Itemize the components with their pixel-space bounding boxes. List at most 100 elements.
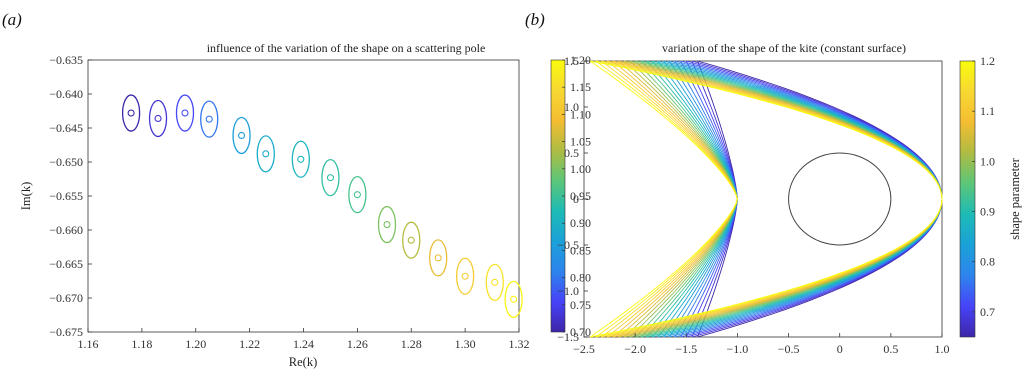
- scattering-pole-2: [154, 114, 162, 123]
- chart-b-colorbar-tick-label: 1.1: [980, 104, 995, 118]
- chart-b-y-tick-label: −1.5: [557, 330, 579, 344]
- kite-inner-curve-19: [595, 60, 738, 338]
- chart-b-colorbar: 1.2 1.1 1.0 0.9 0.8 0.7 shape parameter: [959, 54, 1022, 338]
- chart-b-x-tick-label: −2.5: [573, 342, 595, 356]
- reference-circle: [788, 152, 892, 246]
- kite-inner-curve-16: [612, 60, 738, 338]
- chart-b-kite-curves: [589, 60, 943, 338]
- chart-a-y-tick-label: −0.650: [49, 155, 83, 169]
- chart-a-colorbar-tick-label: 0.75: [570, 298, 591, 312]
- scattering-pole-5: [237, 131, 246, 140]
- kite-inner-curve-8: [657, 60, 738, 338]
- chart-b-x-tick-label: 0: [837, 342, 843, 356]
- pole-region-1: [121, 94, 141, 132]
- chart-a-xlabel: Re(k): [289, 355, 317, 369]
- chart-b: variation of the shape of the kite (cons…: [557, 41, 1022, 356]
- chart-b-x-tick-label: 1.0: [935, 342, 950, 356]
- chart-a-y-tick-label: −0.675: [49, 325, 83, 339]
- chart-a-y-tick-label: −0.655: [49, 189, 83, 203]
- chart-b-colorbar-tick-label: 0.9: [980, 205, 995, 219]
- pole-region-11: [402, 221, 421, 259]
- scattering-pole-14: [491, 278, 499, 286]
- chart-b-colorbar-scale: [959, 60, 976, 338]
- chart-a-y-tick-label: −0.665: [49, 257, 83, 271]
- chart-b-colorbar-tick-label: 0.7: [980, 305, 995, 319]
- pole-region-6: [256, 135, 275, 173]
- kite-inner-curve-3: [685, 60, 738, 338]
- chart-a-y-tick-label: −0.660: [49, 223, 83, 237]
- chart-b-colorbar-tick-label: 1.0: [980, 154, 995, 168]
- chart-a-y-tick-label: −0.635: [49, 53, 83, 67]
- chart-a-poles: [121, 94, 523, 319]
- pole-region-13: [455, 257, 475, 295]
- scattering-pole-8: [326, 174, 334, 182]
- chart-a-y-tick-label: −0.640: [49, 87, 83, 101]
- pole-region-3: [175, 94, 195, 132]
- chart-b-plot-area: [583, 60, 943, 338]
- chart-b-x-tick-label: 0.5: [883, 342, 898, 356]
- scattering-pole-11: [407, 236, 415, 244]
- chart-b-x-tick-label: −1.0: [727, 342, 749, 356]
- chart-b-x-ticks: −2.5 −2.0 −1.5 −1.0 −0.5 0 0.5 1.0: [573, 333, 950, 356]
- chart-a-colorbar-tick-label: 0.90: [570, 216, 591, 230]
- chart-a-colorbar-tick-label: 0.85: [570, 243, 591, 257]
- kite-inner-curve-14: [623, 60, 738, 338]
- chart-a-x-tick-label: 1.22: [239, 337, 260, 351]
- scattering-pole-13: [461, 272, 469, 280]
- chart-b-y-tick-label: 0.5: [564, 146, 579, 160]
- kite-inner-curve-20: [589, 60, 738, 338]
- chart-a-x-tick-label: 1.30: [455, 337, 476, 351]
- chart-a-x-tick-label: 1.32: [509, 337, 530, 351]
- chart-b-colorbar-tick-label: 0.8: [980, 255, 995, 269]
- chart-a-x-tick-label: 1.20: [185, 337, 206, 351]
- kite-inner-curve-12: [635, 60, 738, 338]
- pole-region-12: [429, 239, 448, 277]
- scattering-pole-9: [353, 191, 361, 199]
- chart-a-plot-area: [87, 59, 520, 333]
- scattering-pole-3: [181, 109, 189, 117]
- kite-inner-curve-17: [606, 60, 738, 338]
- chart-a-colorbar: 1.201.151.101.051.000.950.900.850.800.75…: [550, 53, 591, 339]
- chart-a-colorbar-tick-label: 1.15: [570, 80, 591, 94]
- scattering-pole-12: [434, 254, 442, 262]
- panel-label-a: (a): [2, 10, 22, 29]
- pole-region-9: [348, 175, 367, 214]
- chart-a-colorbar-tick-label: 1.00: [570, 162, 591, 176]
- chart-b-x-tick-label: −0.5: [778, 342, 800, 356]
- chart-a-ylabel: Im(k): [19, 182, 33, 210]
- pole-region-2: [148, 99, 168, 138]
- pole-region-5: [232, 116, 251, 155]
- kite-outer-curve-20: [590, 60, 943, 338]
- pole-region-15: [504, 280, 523, 319]
- chart-b-y-tick-label: 1.0: [564, 100, 579, 114]
- scattering-pole-10: [383, 221, 391, 229]
- pole-region-14: [485, 263, 504, 302]
- kite-inner-curve-11: [640, 60, 738, 338]
- chart-b-y-tick-label: 1.5: [564, 54, 579, 68]
- chart-a-x-tick-label: 1.28: [401, 337, 422, 351]
- chart-a: influence of the variation of the shape …: [19, 41, 591, 369]
- chart-a-colorbar-tick-label: 0.95: [570, 189, 591, 203]
- panel-label-b: (b): [525, 10, 545, 29]
- chart-b-title: variation of the shape of the kite (cons…: [662, 41, 906, 55]
- chart-a-title: influence of the variation of the shape …: [207, 41, 486, 55]
- chart-a-y-ticks: −0.635 −0.640 −0.645 −0.650 −0.655 −0.660 −0.6…: [49, 53, 92, 339]
- chart-a-y-tick-label: −0.670: [49, 291, 83, 305]
- chart-b-x-tick-label: −1.5: [675, 342, 697, 356]
- scattering-pole-15: [510, 295, 518, 303]
- chart-a-colorbar-tick-label: 0.70: [570, 325, 591, 339]
- scattering-pole-4: [205, 115, 213, 123]
- scattering-pole-6: [262, 150, 270, 158]
- chart-b-colorbar-tick-label: 1.2: [980, 54, 995, 68]
- chart-a-colorbar-tick-label: 1.20: [570, 53, 591, 67]
- pole-region-4: [200, 100, 219, 138]
- chart-a-x-tick-label: 1.26: [347, 337, 368, 351]
- chart-b-y-ticks: 1.5 1.0 0.5 0 −0.5 −1.0 −1.5: [557, 54, 588, 344]
- kite-inner-curve-18: [601, 60, 738, 338]
- chart-b-colorbar-label: shape parameter: [1008, 157, 1022, 239]
- pole-region-8: [321, 158, 340, 197]
- chart-b-x-tick-label: −2.0: [624, 342, 646, 356]
- chart-a-x-tick-label: 1.16: [78, 337, 99, 351]
- chart-a-colorbar-tick-label: 0.80: [570, 271, 591, 285]
